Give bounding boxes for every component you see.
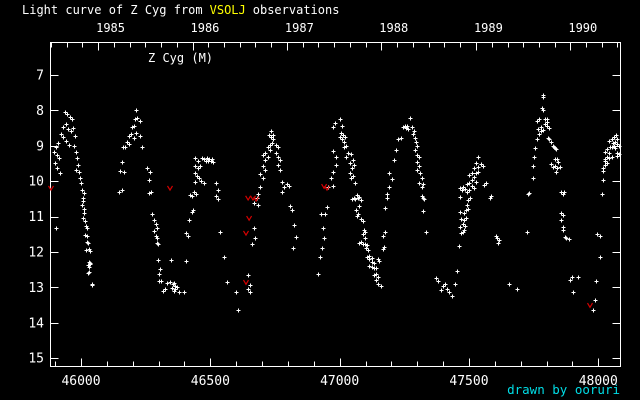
axis-labels: 7 8 9 10 11 12 13 14 15 46000 46500 47000 47500 48000…: [28, 21, 618, 389]
y-tick-label: 13: [28, 281, 44, 296]
title-prefix: Light curve of Z Cyg from: [22, 3, 203, 17]
title-source-vsolj: VSOLJ: [209, 3, 246, 17]
year-label: 1987: [285, 21, 314, 35]
year-label: 1985: [96, 21, 125, 35]
title-suffix: observations: [252, 3, 340, 17]
x-tick-label: 46000: [61, 374, 100, 389]
chart-title: Light curve of Z Cyg from VSOLJ observatio…: [22, 3, 339, 17]
y-tick-label: 7: [36, 68, 44, 83]
year-label: 1989: [474, 21, 503, 35]
year-label: 1986: [191, 21, 220, 35]
y-tick-label: 8: [36, 104, 44, 119]
y-tick-label: 10: [28, 175, 44, 190]
x-tick-label: 47500: [449, 374, 488, 389]
axes: [50, 42, 621, 367]
x-tick-label: 48000: [579, 374, 618, 389]
x-tick-label: 47000: [320, 374, 359, 389]
plot-border: [50, 42, 621, 367]
y-tick-label: 14: [28, 316, 44, 331]
upper-limit-markers: [47, 183, 594, 309]
y-tick-label: 15: [28, 352, 44, 367]
data-points-observations: [52, 93, 622, 313]
y-tick-label: 11: [28, 210, 44, 225]
y-tick-label: 9: [36, 139, 44, 154]
year-label: 1988: [379, 21, 408, 35]
star-name-label: Z Cyg (M): [148, 51, 214, 65]
credit-text: drawn by ooruri: [507, 382, 620, 397]
x-tick-label: 46500: [191, 374, 230, 389]
year-label: 1990: [568, 21, 597, 35]
y-tick-label: 12: [28, 245, 44, 260]
